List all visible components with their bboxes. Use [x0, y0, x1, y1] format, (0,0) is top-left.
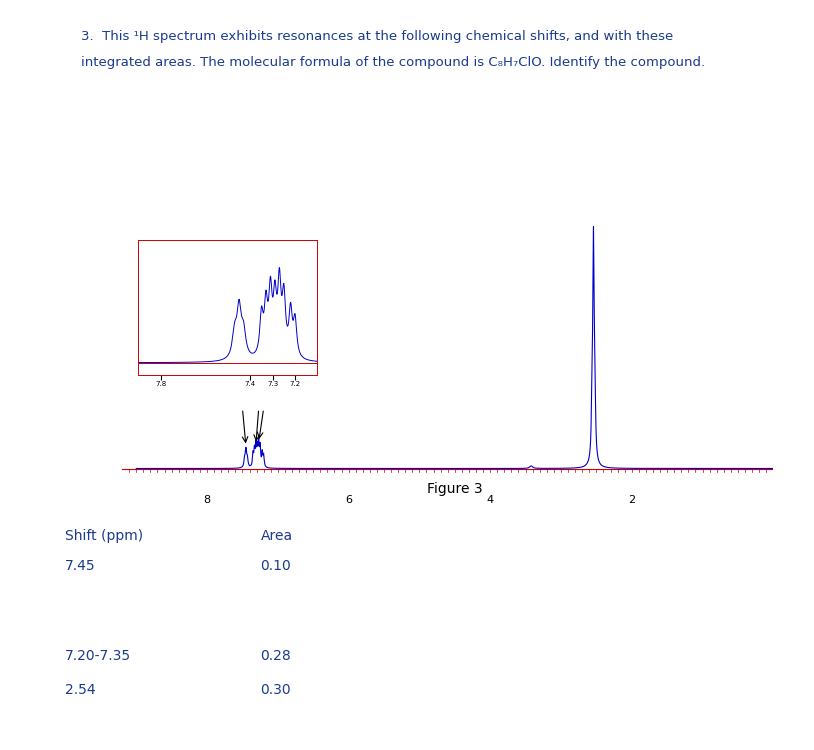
Text: 2.54: 2.54	[65, 682, 96, 697]
Text: 7.45: 7.45	[65, 559, 96, 573]
Text: 0.10: 0.10	[260, 559, 291, 573]
Text: 3.  This ¹H spectrum exhibits resonances at the following chemical shifts, and w: 3. This ¹H spectrum exhibits resonances …	[81, 30, 674, 43]
Text: Shift (ppm): Shift (ppm)	[65, 529, 143, 543]
Text: 0.30: 0.30	[260, 682, 291, 697]
Text: 0.28: 0.28	[260, 649, 291, 663]
Text: integrated areas. The molecular formula of the compound is C₈H₇ClO. Identify the: integrated areas. The molecular formula …	[81, 56, 706, 69]
Text: Area: Area	[260, 529, 292, 543]
Text: Figure 3: Figure 3	[427, 482, 483, 496]
Text: 7.20-7.35: 7.20-7.35	[65, 649, 131, 663]
